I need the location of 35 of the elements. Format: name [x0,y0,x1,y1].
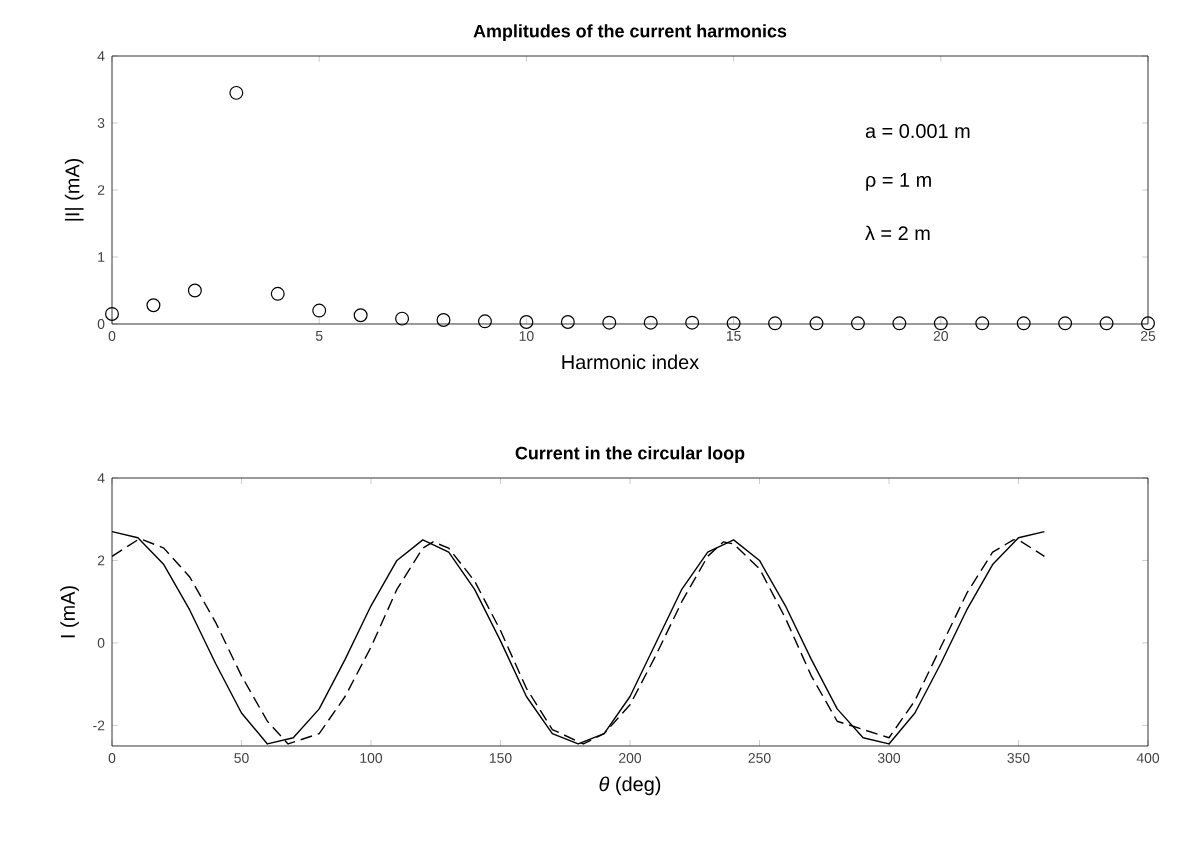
point [1099,316,1114,331]
point [850,316,865,331]
point [1141,316,1155,331]
point [975,316,990,331]
point [602,315,617,330]
annotation: ρ = 1 m [866,173,931,191]
annotation: a = 0.001 m [865,123,970,139]
x-axis-title: Harmonic index [562,354,699,370]
chart-title: Amplitudes of the current harmonics [473,24,787,41]
point [477,314,492,329]
point [187,283,202,298]
point [1016,316,1031,331]
y-axis-title: I (mA) [60,586,79,638]
point [768,316,783,331]
point [643,315,658,330]
point [519,315,534,329]
point [809,316,824,331]
point [892,316,907,331]
point [353,308,368,323]
point [933,316,948,331]
y-axis-title: |I| (mA) [64,158,84,221]
point [146,298,161,313]
point [685,315,700,330]
point [560,315,575,329]
chart-title: Current in the circular loop [515,446,745,463]
point [436,313,451,327]
annotation: λ = 2 m [865,225,930,241]
point [105,306,119,321]
point [1058,316,1073,331]
x-axis-title: θ (deg) [599,776,661,796]
point [312,303,327,318]
point [726,316,741,331]
point [395,311,410,326]
point [270,286,285,301]
point [229,85,244,100]
